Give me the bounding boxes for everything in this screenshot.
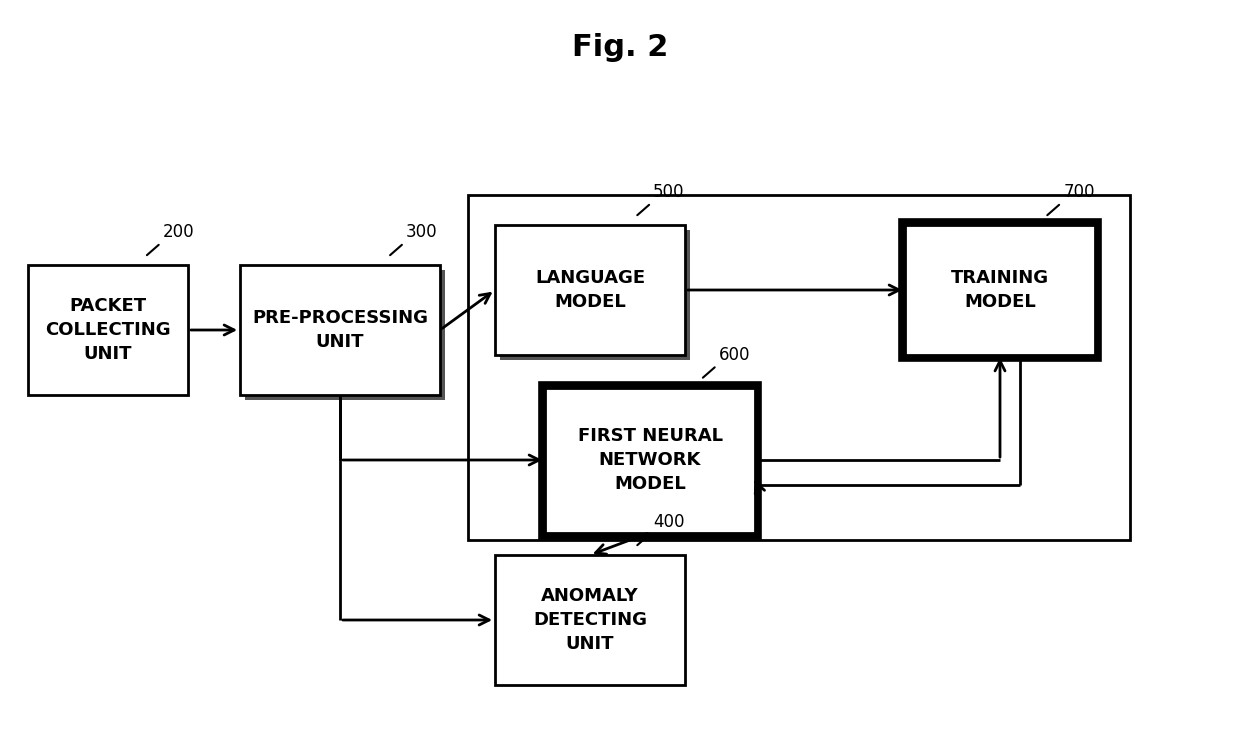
Text: PACKET
COLLECTING
UNIT: PACKET COLLECTING UNIT <box>45 297 171 363</box>
Bar <box>495 225 684 355</box>
Text: 600: 600 <box>719 346 750 363</box>
Bar <box>905 225 1095 355</box>
Bar <box>29 265 188 395</box>
Bar <box>542 385 758 536</box>
Text: PRE-PROCESSING
UNIT: PRE-PROCESSING UNIT <box>252 309 428 351</box>
Bar <box>546 388 755 532</box>
Bar <box>495 555 684 685</box>
Text: 300: 300 <box>405 223 438 241</box>
Text: FIRST NEURAL
NETWORK
MODEL: FIRST NEURAL NETWORK MODEL <box>578 427 723 493</box>
Text: ANOMALY
DETECTING
UNIT: ANOMALY DETECTING UNIT <box>533 587 647 653</box>
Bar <box>901 222 1097 358</box>
Text: 700: 700 <box>1063 183 1095 201</box>
Text: 200: 200 <box>162 223 195 241</box>
Text: LANGUAGE
MODEL: LANGUAGE MODEL <box>534 269 645 310</box>
Text: TRAINING
MODEL: TRAINING MODEL <box>951 269 1049 310</box>
Bar <box>500 230 689 360</box>
Bar <box>467 195 1130 540</box>
Bar <box>246 270 445 400</box>
Bar <box>241 265 440 395</box>
Text: 400: 400 <box>653 513 684 531</box>
Text: 500: 500 <box>653 183 684 201</box>
Text: Fig. 2: Fig. 2 <box>572 34 668 62</box>
